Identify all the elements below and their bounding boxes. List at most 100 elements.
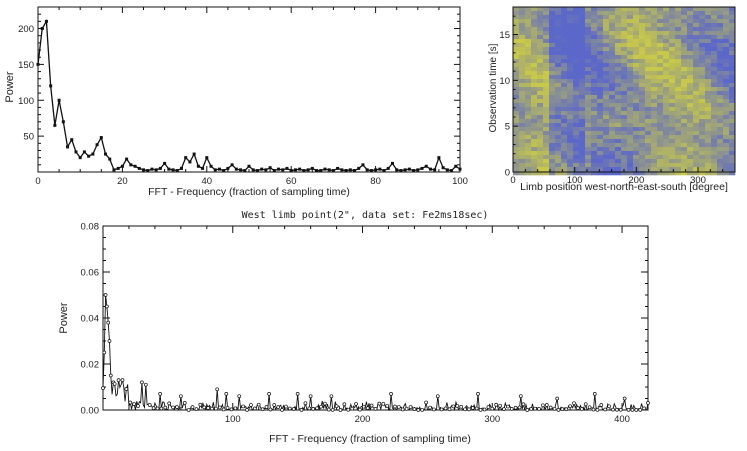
heatmap-cell [585, 167, 592, 172]
heatmap-cell [723, 11, 730, 16]
heatmap-cell [573, 43, 580, 48]
heatmap-cell [675, 11, 682, 16]
heatmap-cell [645, 7, 652, 12]
heatmap-cell [537, 87, 544, 92]
heatmap-cell [591, 119, 598, 124]
heatmap-cell [597, 15, 604, 20]
heatmap-cell [519, 127, 526, 132]
heatmap-cell [549, 63, 556, 68]
chart1-data-point [374, 168, 378, 172]
heatmap-cell [627, 163, 634, 168]
heatmap-cell [591, 55, 598, 60]
heatmap-cell [609, 23, 616, 28]
heatmap-cell [513, 31, 520, 36]
heatmap-cell [591, 31, 598, 36]
heatmap-cell [531, 135, 538, 140]
chart1-data-point [403, 168, 407, 172]
heatmap-cell [531, 27, 538, 32]
heatmap-cell [555, 7, 562, 12]
heatmap-cell [585, 27, 592, 32]
chart1-data-point [412, 169, 416, 173]
heatmap-cell [627, 143, 634, 148]
heatmap-cell [597, 51, 604, 56]
heatmap-cell [717, 171, 724, 176]
heatmap-cell [597, 67, 604, 72]
heatmap-cell [645, 47, 652, 52]
heatmap-cell [561, 39, 568, 44]
chart3-data-point [342, 402, 347, 407]
heatmap-cell [597, 155, 604, 160]
heatmap-cell [537, 23, 544, 28]
heatmap-cell [729, 63, 736, 68]
heatmap-cell [693, 51, 700, 56]
heatmap-cell [663, 7, 670, 12]
chart3-series [101, 293, 650, 412]
heatmap-cell [663, 91, 670, 96]
chart3-data-point [373, 407, 378, 411]
heatmap-cell [633, 31, 640, 36]
heatmap-cell [699, 163, 706, 168]
chart1-data-point [407, 167, 411, 171]
chart1-data-point [281, 168, 285, 172]
heatmap-cell [645, 91, 652, 96]
heatmap-cell [621, 23, 628, 28]
heatmap-cell [729, 31, 736, 36]
heatmap-cell [711, 75, 718, 80]
chart3-data-point [264, 405, 269, 409]
chart3-data-point [120, 378, 125, 382]
heatmap-cell [531, 151, 538, 156]
heatmap-cell [549, 155, 556, 160]
heatmap-cell [591, 67, 598, 72]
heatmap-cell [681, 139, 688, 144]
heatmap-cell [621, 63, 628, 68]
chart3-data-point [451, 404, 456, 409]
heatmap-cell [579, 55, 586, 60]
heatmap-cell [681, 143, 688, 148]
heatmap-cell [585, 95, 592, 100]
chart3-data-point [576, 406, 580, 410]
heatmap-cell [621, 67, 628, 72]
heatmap-cell [543, 79, 550, 84]
heatmap-cell [657, 115, 664, 120]
heatmap-cell [663, 167, 670, 172]
heatmap-cell [651, 103, 658, 108]
heatmap-cell [531, 79, 538, 84]
chart1-data-point [361, 163, 365, 167]
heatmap-cell [699, 79, 706, 84]
heatmap-cell [591, 43, 598, 48]
heatmap-cell [615, 7, 622, 12]
heatmap-cell [561, 71, 568, 76]
heatmap-cell [663, 171, 670, 176]
heatmap-cell [669, 31, 676, 36]
chart3-data-point [416, 408, 421, 412]
heatmap-cell [573, 59, 580, 64]
chart3-data-point [599, 403, 604, 407]
heatmap-cell [669, 83, 676, 88]
heatmap-cell [585, 159, 592, 164]
heatmap-cell [615, 43, 622, 48]
heatmap-cell [663, 19, 670, 24]
heatmap-cell [705, 151, 712, 156]
heatmap-cell [603, 143, 610, 148]
heatmap-cell [663, 63, 670, 68]
heatmap-cell [669, 15, 676, 20]
heatmap-cell [573, 23, 580, 28]
heatmap-cell [525, 131, 532, 136]
heatmap-cell [639, 35, 646, 40]
heatmap-cell [513, 167, 520, 172]
heatmap-cell [663, 159, 670, 164]
heatmap-cell [597, 95, 604, 100]
heatmap-cell [723, 47, 730, 52]
heatmap-cell [711, 91, 718, 96]
heatmap-cell [657, 11, 664, 16]
heatmap-cell [537, 167, 544, 172]
heatmap-cell [723, 31, 730, 36]
heatmap-cell [573, 15, 580, 20]
heatmap-cell [663, 111, 670, 116]
heatmap-cell [663, 15, 670, 20]
heatmap-cell [687, 167, 694, 172]
heatmap-cell [615, 107, 622, 112]
heatmap-cell [693, 155, 700, 160]
heatmap-cell [723, 167, 730, 172]
heatmap-cell [567, 159, 574, 164]
